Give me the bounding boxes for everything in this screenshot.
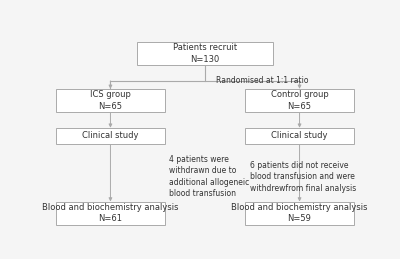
FancyBboxPatch shape — [56, 89, 165, 112]
Text: Blood and biochemistry analysis
N=59: Blood and biochemistry analysis N=59 — [231, 203, 368, 224]
Text: Clinical study: Clinical study — [82, 131, 139, 140]
Text: Randomised at 1:1 ratio: Randomised at 1:1 ratio — [216, 76, 308, 85]
Text: 4 patients were
withdrawn due to
additional allogeneic
blood transfusion: 4 patients were withdrawn due to additio… — [169, 155, 250, 198]
FancyBboxPatch shape — [245, 202, 354, 225]
Text: Blood and biochemistry analysis
N=61: Blood and biochemistry analysis N=61 — [42, 203, 179, 224]
FancyBboxPatch shape — [245, 128, 354, 144]
FancyBboxPatch shape — [137, 42, 273, 65]
FancyBboxPatch shape — [245, 89, 354, 112]
FancyBboxPatch shape — [56, 128, 165, 144]
FancyBboxPatch shape — [56, 202, 165, 225]
Text: 6 patients did not receive
blood transfusion and were
withdrewfrom final analysi: 6 patients did not receive blood transfu… — [250, 161, 356, 193]
Text: Clinical study: Clinical study — [271, 131, 328, 140]
Text: ICS group
N=65: ICS group N=65 — [90, 90, 131, 111]
Text: Control group
N=65: Control group N=65 — [271, 90, 328, 111]
Text: Patients recruit
N=130: Patients recruit N=130 — [173, 43, 237, 64]
